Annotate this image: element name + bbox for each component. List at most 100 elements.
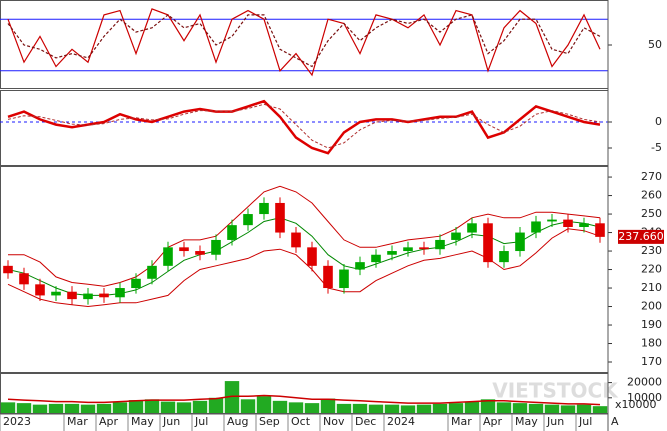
x-tick-label: Jul <box>194 415 208 428</box>
candle-body <box>131 278 141 289</box>
x-tick-label: Jul <box>578 415 592 428</box>
x-tick-label: Oct <box>291 415 311 428</box>
x-tick-label: Mar <box>67 415 88 428</box>
candle-body <box>515 232 525 252</box>
y-tick-label: 10000 <box>627 391 662 404</box>
volume-bar <box>176 402 192 413</box>
x-tick-label: Apr <box>483 415 503 428</box>
volume-bar <box>352 403 368 413</box>
candle-body <box>83 293 93 300</box>
volume-bar <box>32 404 48 413</box>
volume-bar <box>288 402 304 413</box>
y-tick-label: 0 <box>655 115 662 128</box>
candle-body <box>403 247 413 252</box>
x-tick-label: 2023 <box>3 415 31 428</box>
y-tick-label: 260 <box>641 189 662 202</box>
y-tick-label: 200 <box>641 300 662 313</box>
y-tick-label: 190 <box>641 318 662 331</box>
y-tick-label: 250 <box>641 207 662 220</box>
volume-bar <box>256 396 272 413</box>
y-tick-label: -5 <box>651 141 662 154</box>
volume-bar <box>400 405 416 413</box>
candle-body <box>259 202 269 215</box>
volume-bar <box>112 402 128 413</box>
line <box>7 228 601 308</box>
candle-body <box>547 219 557 222</box>
volume-bar <box>560 405 576 413</box>
volume-bar <box>96 403 112 413</box>
line <box>7 8 601 77</box>
volume-bar <box>208 397 224 413</box>
volume-bar <box>448 403 464 413</box>
y-tick-label: 20000 <box>627 376 662 389</box>
x-tick-label: Mar <box>451 415 472 428</box>
y-tick-label: 50 <box>648 38 662 51</box>
candle-body <box>323 265 333 289</box>
x-tick-label: May <box>515 415 538 428</box>
candle-body <box>211 239 221 255</box>
candle-body <box>3 265 13 274</box>
candle-body <box>275 202 285 233</box>
x-tick-label: 2024 <box>387 415 415 428</box>
candle-body <box>51 291 61 296</box>
candle-body <box>483 223 493 263</box>
candle-body <box>99 293 109 298</box>
volume-bar <box>320 398 336 413</box>
candle-body <box>307 247 317 266</box>
candle-body <box>243 214 253 226</box>
candle-body <box>499 251 509 263</box>
candle-body <box>67 291 77 300</box>
candle-body <box>35 284 45 296</box>
candle-body <box>579 223 589 227</box>
line <box>8 185 601 287</box>
volume-bar <box>240 399 256 413</box>
candle-body <box>531 221 541 233</box>
y-tick-label: 220 <box>641 263 662 276</box>
volume-bar <box>544 404 560 413</box>
last-price-label: 237.660 <box>618 230 664 243</box>
candle-body <box>563 219 573 227</box>
volume-bar <box>272 400 288 413</box>
watermark: VIETSTOCK <box>492 379 619 403</box>
volume-bar <box>480 399 496 413</box>
line <box>7 103 601 149</box>
volume-bar <box>384 404 400 413</box>
volume-bar <box>304 403 320 413</box>
unit-label: x10000 <box>615 398 657 411</box>
volume-bar <box>512 403 528 413</box>
volume-bar <box>368 404 384 413</box>
y-tick-label: 210 <box>641 281 662 294</box>
x-tick-label: Apr <box>99 415 119 428</box>
volume-bar <box>128 400 144 413</box>
candle-body <box>195 251 205 255</box>
volume-bar <box>416 404 432 413</box>
y-tick-label: 230 <box>641 244 662 257</box>
x-tick-label: Nov <box>323 415 345 428</box>
x-tick-label: Dec <box>355 415 376 428</box>
candle-body <box>435 239 445 250</box>
volume-bar <box>528 403 544 413</box>
line <box>7 217 601 296</box>
last-price-box <box>618 229 664 244</box>
volume-bar <box>64 403 80 413</box>
volume-bar <box>496 402 512 413</box>
candle-body <box>163 247 173 266</box>
candle-body <box>339 269 349 289</box>
y-tick-label: 270 <box>641 170 662 183</box>
y-tick-label: 180 <box>641 337 662 350</box>
panel-frame <box>0 90 609 166</box>
candle-body <box>387 251 397 255</box>
volume-bar <box>464 401 480 413</box>
volume-bar <box>592 406 608 413</box>
volume-bar <box>144 399 160 413</box>
x-tick-label: May <box>131 415 154 428</box>
y-tick-label: 170 <box>641 355 662 368</box>
candle-body <box>227 225 237 240</box>
candle-body <box>147 265 157 279</box>
volume-bar <box>48 403 64 413</box>
x-tick-label: Jun <box>162 415 180 428</box>
line <box>7 99 601 155</box>
x-tick-label: Jun <box>546 415 564 428</box>
x-tick-label: Aug <box>227 415 248 428</box>
